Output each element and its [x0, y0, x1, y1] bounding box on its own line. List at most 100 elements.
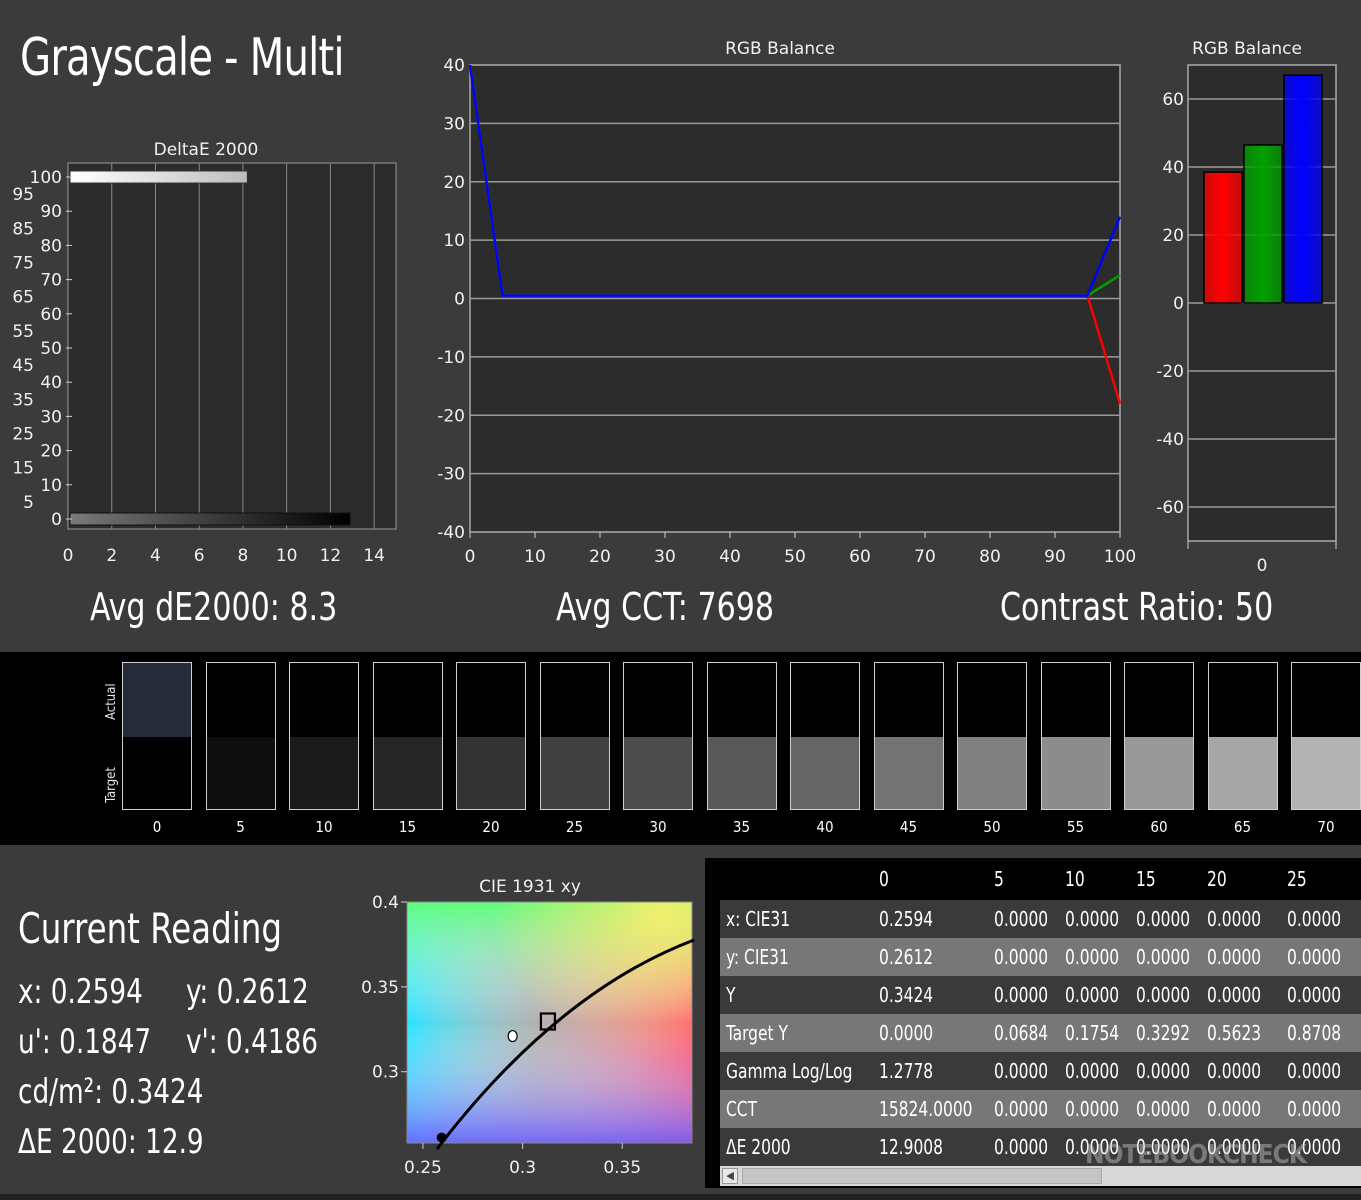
scrollbar-left-arrow-icon[interactable]: ◀	[722, 1168, 738, 1184]
swatch-50	[957, 662, 1027, 810]
deltae-x-tick: 2	[106, 546, 117, 566]
table-cell: 0.0000	[1129, 900, 1201, 938]
table-cell: 0.8708	[1280, 1014, 1361, 1052]
table-cell: 0.0000	[1200, 1052, 1281, 1090]
table-row-label: Gamma Log/Log	[720, 1052, 874, 1090]
line-y-tick: 10	[443, 231, 465, 251]
table-row: y: CIE31 0.2612 0.0000 0.0000 0.0000 0.0000 0.…	[720, 938, 1361, 976]
bar-y-tick: -60	[1156, 498, 1184, 518]
swatch-label: 5	[236, 818, 245, 836]
table-cell: 12.9008	[873, 1128, 988, 1166]
table-row: Gamma Log/Log 1.2778 0.0000 0.0000 0.0000 0.0…	[720, 1052, 1361, 1090]
scrollbar-thumb[interactable]	[742, 1168, 1102, 1184]
cie-chart-svg: CIE 1931 xy 0.4 0.35 0.3 0.25 0.3 0.35	[361, 877, 695, 1178]
line-x-tick: 30	[654, 547, 676, 567]
table-cell: 15824.0000	[873, 1090, 988, 1128]
table-cell: 0.5623	[1200, 1014, 1281, 1052]
swatch-label: 70	[1317, 818, 1335, 836]
swatch-target	[373, 737, 442, 809]
line-x-tick: 10	[524, 547, 546, 567]
swatch-label: 55	[1066, 818, 1085, 836]
rgb-line-series-2	[468, 64, 1122, 297]
table-row-label: x: CIE31	[720, 900, 874, 938]
swatch-label: 35	[732, 818, 751, 836]
swatch-label: 60	[1150, 818, 1168, 836]
rgb-line-chart-title: RGB Balance	[725, 39, 835, 59]
table-cell: 0.3292	[1129, 1014, 1201, 1052]
reading-v: v': 0.4186	[186, 1022, 319, 1062]
bar-y-tick: -20	[1156, 362, 1184, 382]
swatch-target	[1208, 737, 1277, 809]
deltae-y-tick: 30	[40, 407, 62, 427]
deltae-x-tick: 10	[276, 546, 298, 566]
line-x-tick: 80	[979, 547, 1001, 567]
table-cell: 0.0000	[1200, 1128, 1281, 1166]
table-cell: 0.0000	[1200, 938, 1281, 976]
table-cell: 0.0000	[1058, 976, 1130, 1014]
swatch-label: 25	[565, 818, 584, 836]
rgb-bar-chart-svg: RGB Balance 60 40 20 0 -20 -40 -60 0	[1156, 39, 1337, 576]
line-x-tick: 40	[719, 547, 741, 567]
rgb-bar-chart-title: RGB Balance	[1192, 39, 1302, 59]
table-cell: 0.0000	[1280, 938, 1361, 976]
table-cell: 0.2594	[873, 900, 988, 938]
swatch-40	[790, 662, 860, 810]
swatch-target	[540, 737, 609, 809]
swatch-35	[706, 662, 777, 810]
swatch-55	[1040, 662, 1111, 810]
table-cell: 0.0000	[873, 1014, 988, 1052]
table-cell: 0.0000	[987, 900, 1059, 938]
table-cell: 0.0000	[1129, 1128, 1201, 1166]
table-cell: 0.0000	[1058, 1128, 1130, 1166]
bottom-tab-bar	[0, 1194, 1361, 1200]
line-x-tick: 50	[784, 547, 806, 567]
swatch-label: 40	[816, 818, 834, 836]
deltae-y-tick: 40	[40, 373, 62, 393]
deltae-y-tick: 0	[51, 510, 62, 530]
reading-y: y: 0.2612	[186, 972, 309, 1012]
table-cell: 0.0000	[1280, 1128, 1361, 1166]
deltae-y-tick-secondary: 35	[12, 390, 34, 410]
page-title: Grayscale - Multi	[20, 28, 345, 88]
table-cell: 0.0000	[987, 1052, 1059, 1090]
bar-y-tick: 40	[1162, 158, 1184, 178]
table-cell: 0.0000	[1058, 938, 1130, 976]
table-cell: 0.0000	[1129, 1090, 1201, 1128]
rgb-bar-2	[1283, 74, 1323, 304]
swatch-target	[791, 737, 859, 809]
swatch-actual	[874, 663, 943, 737]
deltae-y-tick: 50	[40, 339, 62, 359]
table-row-label: y: CIE31	[720, 938, 874, 976]
table-header-cell: 5	[987, 858, 1059, 900]
swatch-target	[123, 737, 191, 809]
swatch-target	[1292, 737, 1360, 809]
bar-x-tick: 0	[1257, 556, 1268, 576]
swatch-25	[539, 662, 610, 810]
swatch-target	[290, 737, 358, 809]
swatch-actual	[707, 663, 776, 737]
reference-circle	[507, 1029, 518, 1043]
swatch-15	[372, 662, 443, 810]
cie-chart-title: CIE 1931 xy	[479, 877, 581, 897]
table-header-cell: 15	[1129, 858, 1201, 900]
table-cell: 0.0000	[987, 1128, 1059, 1166]
swatch-actual	[457, 663, 525, 737]
cie-y-tick: 0.3	[372, 1063, 399, 1083]
table-row: Y0.34240.00000.00000.00000.00000.00000.0…	[720, 976, 1361, 1014]
deltae-y-tick-secondary: 45	[12, 356, 34, 376]
rgb-bar-1	[1243, 144, 1283, 304]
table-row: Target Y 0.0000 0.0684 0.1754 0.3292 0.5623 0.…	[720, 1014, 1361, 1052]
deltae-chart: DeltaE 2000 100 90 80 70 60 50 40 30 20 10 0 95 85 75…	[10, 130, 410, 570]
deltae-y-tick-secondary: 65	[12, 288, 34, 308]
swatch-label: 20	[482, 818, 500, 836]
deltae-bar-0	[69, 512, 351, 526]
swatch-actual	[206, 663, 275, 737]
cie-x-tick: 0.35	[603, 1158, 641, 1178]
table-cell: 0.0000	[1280, 900, 1361, 938]
swatch-20	[456, 662, 526, 810]
swatch-actual	[540, 663, 609, 737]
table-row-label: Target Y	[720, 1014, 874, 1052]
